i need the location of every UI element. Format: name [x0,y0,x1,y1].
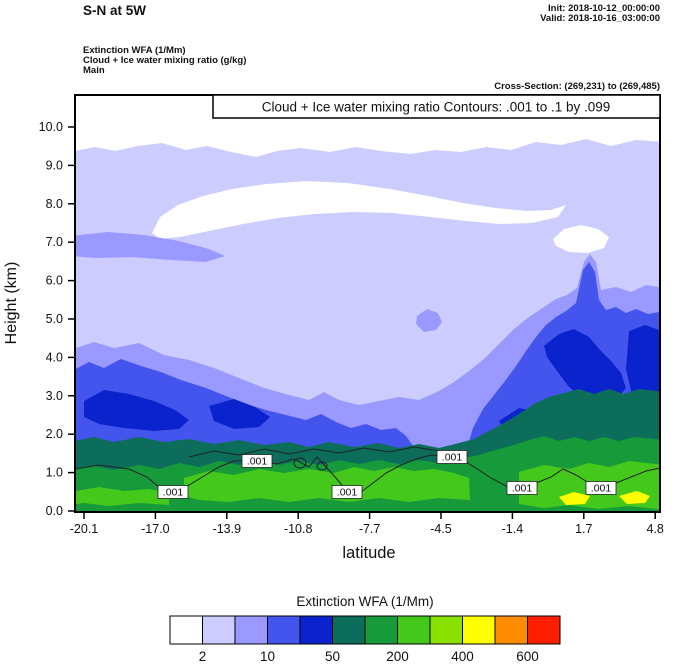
colorbar-segment [397,615,431,645]
svg-text:.001: .001 [247,456,268,468]
x-tick-label: -4.5 [430,522,452,536]
plot-title-box: Cloud + Ice water mixing ratio Contours:… [212,94,661,119]
plot-title: S-N at 5W [83,3,146,18]
contour-fill-periwinkle-left-lens [75,232,225,262]
x-tick-label: -17.0 [141,522,170,536]
colorbar-tick-labels: 2 10 50 200 400 600 [199,649,539,664]
svg-text:.001: .001 [163,487,184,499]
x-tick-label: -7.7 [359,522,381,536]
field-label-main: Main [83,65,105,76]
contour-fill-yellow-spot [559,492,590,505]
colorbar-segment [527,615,561,645]
x-axis-labels: -20.1 -17.0 -13.9 -10.8 -7.7 -4.5 -1.4 1… [70,522,664,536]
contour-label: .001 [506,481,538,495]
svg-text:.001: .001 [591,483,612,495]
svg-text:.001: .001 [442,452,463,464]
x-axis-title: latitude [342,544,395,562]
colorbar-segment [429,615,463,645]
y-axis-ticks [68,126,75,512]
contour-label: .001 [436,450,468,464]
contour-range-caption: Cloud + Ice water mixing ratio Contours:… [262,100,611,115]
init-timestamp: Init: 2018-10-12_00:00:00 [548,3,660,14]
mixing-ratio-contour-loop [316,461,328,471]
colorbar-tick-label: 600 [516,649,539,664]
y-axis-labels: 10.0 9.0 8.0 7.0 6.0 5.0 4.0 3.0 2.0 1.0… [39,120,63,518]
colorbar-segment [462,615,496,645]
colorbar-tick-label: 2 [199,649,207,664]
valid-timestamp: Valid: 2018-10-16_03:00:00 [540,13,660,24]
x-tick-label: 1.7 [575,522,592,536]
y-tick-label: 3.0 [46,389,63,403]
y-tick-label: 0.0 [46,504,63,518]
colorbar-segment [332,615,366,645]
x-axis-ticks [83,512,656,519]
contour-label: .001 [157,485,189,499]
y-tick-label: 2.0 [46,427,63,441]
colorbar-tick-label: 400 [451,649,474,664]
y-tick-label: 10.0 [39,120,63,134]
y-tick-label: 7.0 [46,235,63,249]
mixing-ratio-contour-line [75,454,660,493]
colorbar-segment [202,615,236,645]
contour-fill-darkblue-blob [209,399,270,429]
cross-section-coords: Cross-Section: (269,231) to (269,485) [494,81,660,92]
svg-text:.001: .001 [512,483,533,495]
contour-fill-brightgreen-mid [184,467,470,502]
colorbar-segment [364,615,398,645]
contour-fill-periwinkle-oval [416,309,442,332]
contour-fill-darkblue-blob [544,329,626,405]
colorbar-tick-label: 10 [260,649,275,664]
field-label-extinction: Extinction WFA (1/Mm) [83,45,186,56]
contour-fill-yellow-spot [619,491,650,504]
mixing-ratio-contour-loop [293,457,307,469]
svg-text:.001: .001 [337,487,358,499]
y-axis-title: Height (km) [3,262,20,345]
y-tick-label: 1.0 [46,466,63,480]
filled-contour-field [75,139,660,512]
x-tick-label: -10.8 [284,522,313,536]
y-tick-label: 9.0 [46,158,63,172]
colorbar-tick-label: 200 [386,649,409,664]
contour-labels: .001 .001 .001 .001 .001 .001 [157,450,617,499]
colorbar [169,615,561,645]
contour-label: .001 [331,485,363,499]
colorbar-segment [234,615,268,645]
y-tick-label: 4.0 [46,350,63,364]
contour-fill-brightgreen-left [75,487,169,506]
x-tick-label: -20.1 [70,522,99,536]
y-tick-label: 6.0 [46,274,63,288]
contour-label: .001 [241,454,273,468]
y-tick-label: 8.0 [46,197,63,211]
colorbar-segment [494,615,528,645]
field-label-mixing-ratio: Cloud + Ice water mixing ratio (g/kg) [83,55,246,66]
y-tick-label: 5.0 [46,312,63,326]
x-tick-label: 4.8 [647,522,664,536]
x-tick-label: -1.4 [502,522,524,536]
colorbar-segment [169,615,203,645]
colorbar-segment [299,615,333,645]
colorbar-title: Extinction WFA (1/Mm) [296,594,433,609]
colorbar-tick-label: 50 [325,649,340,664]
mixing-ratio-contour-line [188,446,460,458]
contour-fill-darkblue-blob [84,390,189,431]
colorbar-segment [267,615,301,645]
contour-label: .001 [585,481,617,495]
x-tick-label: -13.9 [213,522,242,536]
